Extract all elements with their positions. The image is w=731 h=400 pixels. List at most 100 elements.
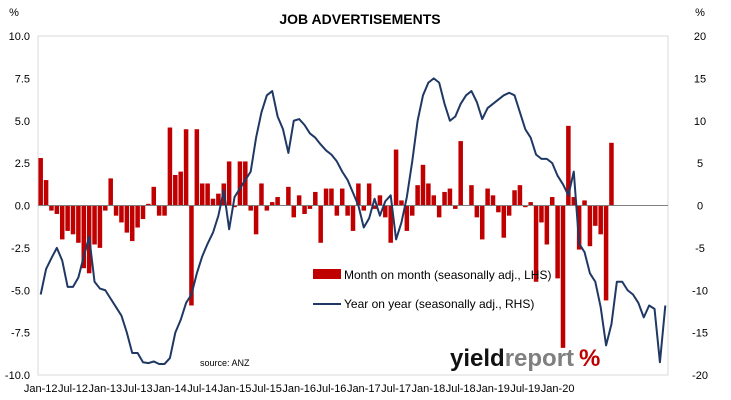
bar-month-on-month xyxy=(506,205,512,216)
left-tick-label: -10.0 xyxy=(5,370,30,382)
bar-month-on-month xyxy=(566,125,571,206)
bar-month-on-month xyxy=(517,185,523,206)
bar-month-on-month xyxy=(469,185,474,206)
bar-month-on-month xyxy=(436,205,442,218)
bar-month-on-month xyxy=(533,205,539,282)
right-axis-unit: % xyxy=(695,7,705,19)
legend: Month on month (seasonally adj., LHS) Ye… xyxy=(313,268,551,311)
bar-month-on-month xyxy=(232,205,237,208)
bar-month-on-month xyxy=(479,205,485,240)
bar-month-on-month xyxy=(598,205,603,235)
bar-month-on-month xyxy=(582,200,587,206)
bar-month-on-month xyxy=(415,185,420,206)
line-year-on-year xyxy=(39,77,667,365)
left-tick-label: 0.0 xyxy=(15,201,30,213)
bar-month-on-month xyxy=(501,205,507,238)
bar-month-on-month xyxy=(409,205,415,216)
bar-month-on-month xyxy=(587,205,593,247)
bar-month-on-month xyxy=(329,188,334,206)
bar-month-on-month xyxy=(226,161,232,206)
bar-month-on-month xyxy=(609,142,614,206)
right-tick-label: -5 xyxy=(695,243,705,255)
bar-month-on-month xyxy=(372,205,377,209)
bar-month-on-month xyxy=(366,183,372,206)
bar-month-on-month xyxy=(129,205,135,242)
bar-month-on-month xyxy=(237,161,243,206)
bar-month-on-month xyxy=(323,188,329,206)
bar-series-group xyxy=(38,125,614,348)
right-axis-ticks: 20 15 10 5 0 -5 -10 -15 -20 xyxy=(692,31,708,382)
x-axis-ticks: Jan-12 Jul-12 Jan-13 Jul-13 Jan-14 Jul-14 Jan-… xyxy=(24,383,575,395)
bar-month-on-month xyxy=(97,205,103,248)
bar-month-on-month xyxy=(291,205,297,218)
bar-month-on-month xyxy=(248,205,253,211)
bar-month-on-month xyxy=(345,205,350,216)
right-tick-label: 15 xyxy=(694,73,706,85)
bar-month-on-month xyxy=(194,129,200,206)
left-axis-unit: % xyxy=(9,7,19,19)
left-axis-ticks: 10.0 7.5 5.0 2.5 0.0 -2.5 -5.0 -7.5 -10.0 xyxy=(5,31,30,382)
logo-percent-icon: % xyxy=(579,345,600,372)
line-series-group xyxy=(39,77,667,365)
x-tick-label: Jul-16 xyxy=(316,383,346,395)
x-tick-label: Jan-18 xyxy=(412,383,446,395)
bar-month-on-month xyxy=(539,205,544,223)
bar-month-on-month xyxy=(399,200,404,206)
bar-month-on-month xyxy=(65,205,70,231)
bar-month-on-month xyxy=(318,205,323,243)
x-tick-label: Jan-12 xyxy=(24,383,58,395)
bar-month-on-month xyxy=(576,205,582,250)
bar-month-on-month xyxy=(140,205,146,220)
left-tick-label: -2.5 xyxy=(11,243,30,255)
right-tick-label: -15 xyxy=(692,328,708,340)
bar-month-on-month xyxy=(426,183,431,206)
bar-month-on-month xyxy=(512,190,517,206)
x-tick-label: Jul-13 xyxy=(123,383,153,395)
x-tick-label: Jul-18 xyxy=(446,383,476,395)
bar-month-on-month xyxy=(43,180,49,206)
right-tick-label: 20 xyxy=(694,31,706,43)
right-tick-label: 0 xyxy=(697,201,703,213)
logo-wordmark: yieldreport xyxy=(450,345,574,372)
bar-month-on-month xyxy=(555,205,560,279)
bar-month-on-month xyxy=(393,149,399,206)
bar-month-on-month xyxy=(442,191,447,206)
bar-month-on-month xyxy=(356,183,361,206)
bar-month-on-month xyxy=(296,195,302,206)
bar-month-on-month xyxy=(269,202,275,206)
bar-month-on-month xyxy=(490,195,496,206)
bar-month-on-month xyxy=(264,205,270,211)
legend-line-label: Year on year (seasonally adj., RHS) xyxy=(344,297,534,311)
bar-month-on-month xyxy=(420,164,426,206)
bar-month-on-month xyxy=(210,198,216,206)
bar-month-on-month xyxy=(189,205,194,306)
logo-part-2: report xyxy=(505,345,574,372)
bar-month-on-month xyxy=(173,174,178,206)
legend-bar-label: Month on month (seasonally adj., LHS) xyxy=(344,268,551,282)
yieldreport-logo: yieldreport % xyxy=(450,345,600,372)
bar-month-on-month xyxy=(70,205,76,235)
bar-month-on-month xyxy=(38,158,43,206)
bar-month-on-month xyxy=(162,205,167,216)
bar-month-on-month xyxy=(151,186,157,206)
bar-month-on-month xyxy=(485,188,490,206)
left-tick-label: -5.0 xyxy=(11,285,30,297)
left-tick-label: 2.5 xyxy=(15,158,30,170)
bar-month-on-month xyxy=(544,205,550,245)
bar-month-on-month xyxy=(178,171,183,206)
bar-month-on-month xyxy=(253,205,259,235)
x-tick-label: Jan-15 xyxy=(218,383,252,395)
x-tick-label: Jul-14 xyxy=(187,383,217,395)
bar-month-on-month xyxy=(377,195,383,206)
bar-month-on-month xyxy=(113,205,119,216)
bar-month-on-month xyxy=(350,205,356,231)
bar-month-on-month xyxy=(216,193,221,206)
bar-month-on-month xyxy=(54,205,60,214)
bar-month-on-month xyxy=(603,205,609,301)
x-tick-label: Jan-17 xyxy=(347,383,381,395)
bar-month-on-month xyxy=(49,205,54,211)
bar-month-on-month xyxy=(259,183,264,206)
bar-month-on-month xyxy=(76,205,81,243)
bar-month-on-month xyxy=(103,205,108,211)
